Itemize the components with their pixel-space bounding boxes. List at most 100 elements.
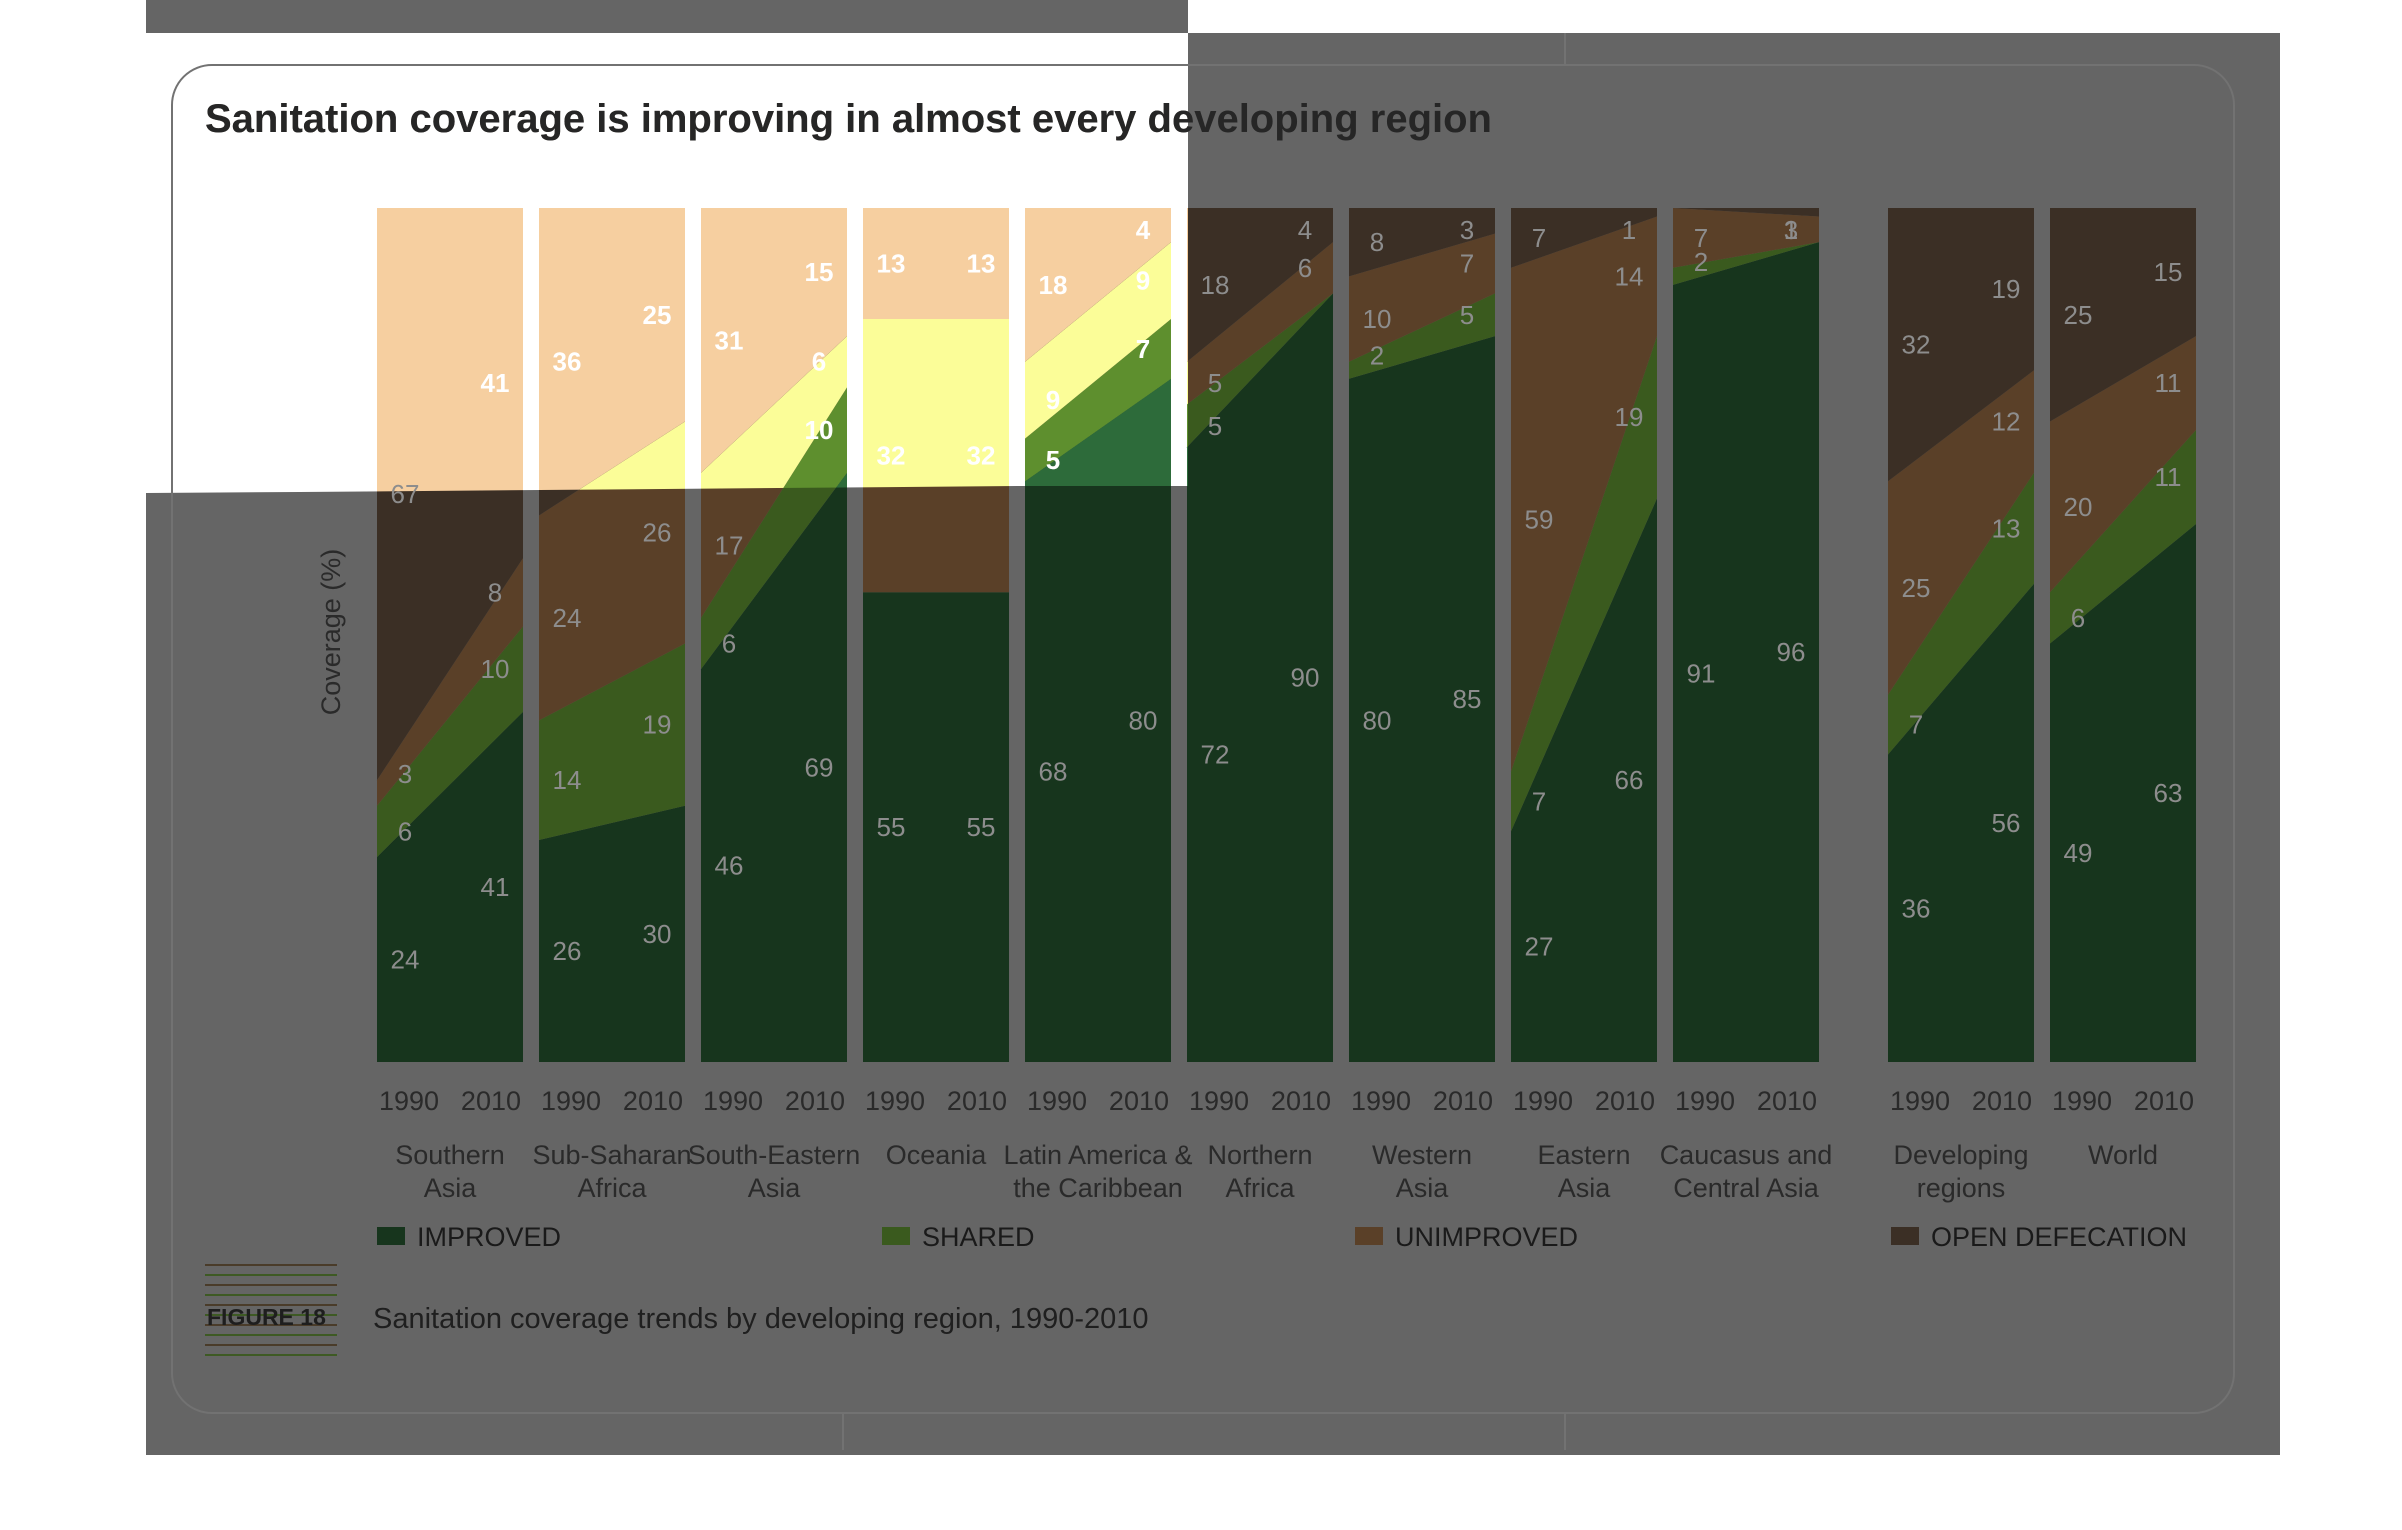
legend-label: SHARED <box>922 1222 1035 1252</box>
region-label: Asia <box>1396 1173 1450 1203</box>
data-label-improved-1990: 55 <box>877 812 906 842</box>
band-shared-highlight <box>1025 319 1171 482</box>
data-label-improved-2010: 80 <box>1129 705 1158 735</box>
data-label-unimproved-1990: 32 <box>877 441 906 471</box>
region-label: regions <box>1917 1173 2006 1203</box>
data-label-unimproved-1990: 10 <box>1363 304 1392 334</box>
region-label: Asia <box>1558 1173 1612 1203</box>
data-label-improved-2010: 66 <box>1615 765 1644 795</box>
legend-label: IMPROVED <box>417 1222 561 1252</box>
region-label: Eastern <box>1537 1140 1630 1170</box>
data-label-unimproved-1990: 25 <box>1902 573 1931 603</box>
data-label-improved-1990: 27 <box>1525 932 1554 962</box>
region-label: Sub-Saharan <box>532 1140 691 1170</box>
data-label-shared-1990: 6 <box>2071 603 2085 633</box>
band-shared <box>1187 293 1333 448</box>
data-label-unimproved-1990: 9 <box>1046 385 1060 415</box>
region-label: Central Asia <box>1673 1173 1820 1203</box>
data-label-open_defecation-1990: 31 <box>715 325 744 355</box>
data-label-improved-1990: 91 <box>1687 658 1716 688</box>
data-label-open_defecation-2010: 19 <box>1992 274 2021 304</box>
tick-label-1990: 1990 <box>1675 1086 1735 1116</box>
data-label-shared-2010: 19 <box>1615 402 1644 432</box>
data-label-open_defecation-1990: 18 <box>1039 270 1068 300</box>
tick-label-1990: 1990 <box>865 1086 925 1116</box>
legend-swatch <box>1355 1227 1383 1245</box>
data-label-unimproved-2010: 12 <box>1992 407 2021 437</box>
tick-label-1990: 1990 <box>2052 1086 2112 1116</box>
tick-label-1990: 1990 <box>379 1086 439 1116</box>
band-open-defecation <box>1673 208 1819 217</box>
data-label-open_defecation-2010: 15 <box>2154 257 2183 287</box>
band-open-defecation <box>1888 208 2034 482</box>
data-label-open_defecation-1990: 13 <box>877 249 906 279</box>
band-shared <box>1888 472 2034 755</box>
band-shared <box>1511 336 1657 832</box>
legend-item: IMPROVED <box>377 1222 561 1252</box>
data-label-improved-1990: 72 <box>1201 740 1230 770</box>
band-open-defecation <box>1187 208 1333 362</box>
data-label-improved-1990: 26 <box>553 936 582 966</box>
chart-title-dark: Sanitation coverage is improving in almo… <box>205 97 1492 141</box>
data-label-shared-1990: 14 <box>553 765 582 795</box>
region-label: Africa <box>1225 1173 1295 1203</box>
data-label-improved-1990: 36 <box>1902 893 1931 923</box>
tick-label-2010: 2010 <box>623 1086 683 1116</box>
data-label-improved-2010: 41 <box>481 872 510 902</box>
panel-frame <box>171 64 2235 1414</box>
data-label-unimproved-2010: 32 <box>967 441 996 471</box>
tick-label-1990: 1990 <box>703 1086 763 1116</box>
data-label-shared-1990: 7 <box>1909 710 1923 740</box>
data-label-improved-1990: 24 <box>391 945 420 975</box>
tick-label-2010: 2010 <box>1109 1086 1169 1116</box>
y-axis-label: Coverage (%) <box>316 549 346 716</box>
band-unimproved-highlight <box>1025 242 1171 439</box>
region-panel-world: 49 63 6 11 20 11 25 15 1990 2010 World <box>2050 208 2196 1170</box>
band-unimproved <box>1673 208 1819 268</box>
band-open-defecation-highlight <box>539 208 685 493</box>
data-label-unimproved-2010: 3 <box>1784 215 1798 245</box>
data-label-shared-1990: 2 <box>1694 247 1708 277</box>
band-unimproved <box>2050 336 2196 593</box>
data-label-unimproved-2010: 6 <box>1298 253 1312 283</box>
data-label-shared-1990: 7 <box>1532 787 1546 817</box>
band-improved <box>1349 336 1495 1063</box>
legend-swatch <box>377 1227 405 1245</box>
data-label-improved-2010: 96 <box>1777 637 1806 667</box>
legend-item: UNIMPROVED <box>1355 1222 1578 1252</box>
data-label-open_defecation-2010: 4 <box>1136 215 1151 245</box>
data-label-shared-1990: 6 <box>722 629 736 659</box>
data-label-open_defecation-2010: 4 <box>1298 215 1312 245</box>
tick-label-1990: 1990 <box>541 1086 601 1116</box>
tick-label-2010: 2010 <box>1757 1086 1817 1116</box>
tick-label-1990: 1990 <box>1189 1086 1249 1116</box>
tick-label-2010: 2010 <box>1972 1086 2032 1116</box>
region-label: Africa <box>577 1173 647 1203</box>
data-label-improved-2010: 30 <box>643 919 672 949</box>
band-improved <box>701 472 847 1062</box>
data-label-shared-2010: 13 <box>1992 513 2021 543</box>
band-shared <box>1673 242 1819 285</box>
legend-label: OPEN DEFECATION <box>1931 1222 2187 1252</box>
data-label-open_defecation-1990: 67 <box>391 479 420 509</box>
tick-label-1990: 1990 <box>1513 1086 1573 1116</box>
legend-swatch <box>882 1227 910 1245</box>
region-label: Asia <box>748 1173 802 1203</box>
legend-item: SHARED <box>882 1222 1035 1252</box>
data-label-improved-2010: 69 <box>805 752 834 782</box>
tick-label-1990: 1990 <box>1027 1086 1087 1116</box>
data-label-unimproved-2010: 11 <box>2155 368 2182 398</box>
band-unimproved <box>539 421 685 721</box>
data-label-improved-2010: 63 <box>2154 778 2183 808</box>
data-label-improved-2010: 56 <box>1992 808 2021 838</box>
data-label-unimproved-2010: 6 <box>812 347 826 377</box>
figure-label: FIGURE 18 <box>207 1304 326 1330</box>
band-unimproved <box>1511 216 1657 772</box>
